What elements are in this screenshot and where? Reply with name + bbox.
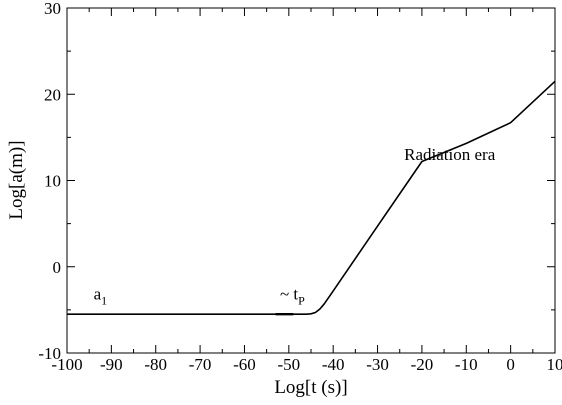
series-lines xyxy=(67,80,556,316)
y-tick-label: 0 xyxy=(53,258,62,277)
plot-frame xyxy=(66,7,556,354)
annotation-base: Radiation era xyxy=(404,145,496,164)
y-ticks: -10 0 10 20 30 xyxy=(38,0,555,363)
x-tick-label: -20 xyxy=(411,355,434,374)
annotation-subscript: 1 xyxy=(101,294,107,308)
x-tick-label: -10 xyxy=(455,355,478,374)
x-tick-label: -100 xyxy=(51,355,82,374)
y-tick-label: -10 xyxy=(38,344,61,363)
annotation-1: ~ tP xyxy=(280,285,305,308)
y-tick-label: 10 xyxy=(44,172,61,191)
x-tick-label: -80 xyxy=(144,355,167,374)
x-tick-label: -40 xyxy=(322,355,345,374)
series-line-0 xyxy=(67,80,556,316)
annotation-subscript: P xyxy=(298,294,305,308)
y-tick-label: 20 xyxy=(44,85,61,104)
annotation-base: ~ t xyxy=(280,285,298,304)
y-axis-label: Log[a(m)] xyxy=(6,140,27,219)
x-tick-label: -70 xyxy=(189,355,212,374)
annotation-base: a xyxy=(94,285,102,304)
x-tick-label: 0 xyxy=(506,355,515,374)
annotation-0: a1 xyxy=(94,285,108,308)
x-ticks: -100 -90 -80 -70 -60 -50 -40 -30 -20 -10 0 10 xyxy=(51,8,562,374)
x-tick-label: -60 xyxy=(233,355,256,374)
annotations: a1 ~ tP Radiation era xyxy=(94,145,496,308)
x-tick-label: 10 xyxy=(547,355,562,374)
y-tick-label: 30 xyxy=(44,0,61,18)
annotation-2: Radiation era xyxy=(404,145,496,164)
x-tick-label: -30 xyxy=(366,355,389,374)
x-tick-label: -50 xyxy=(277,355,300,374)
x-tick-label: -90 xyxy=(100,355,123,374)
x-axis-label: Log[t (s)] xyxy=(274,377,347,398)
